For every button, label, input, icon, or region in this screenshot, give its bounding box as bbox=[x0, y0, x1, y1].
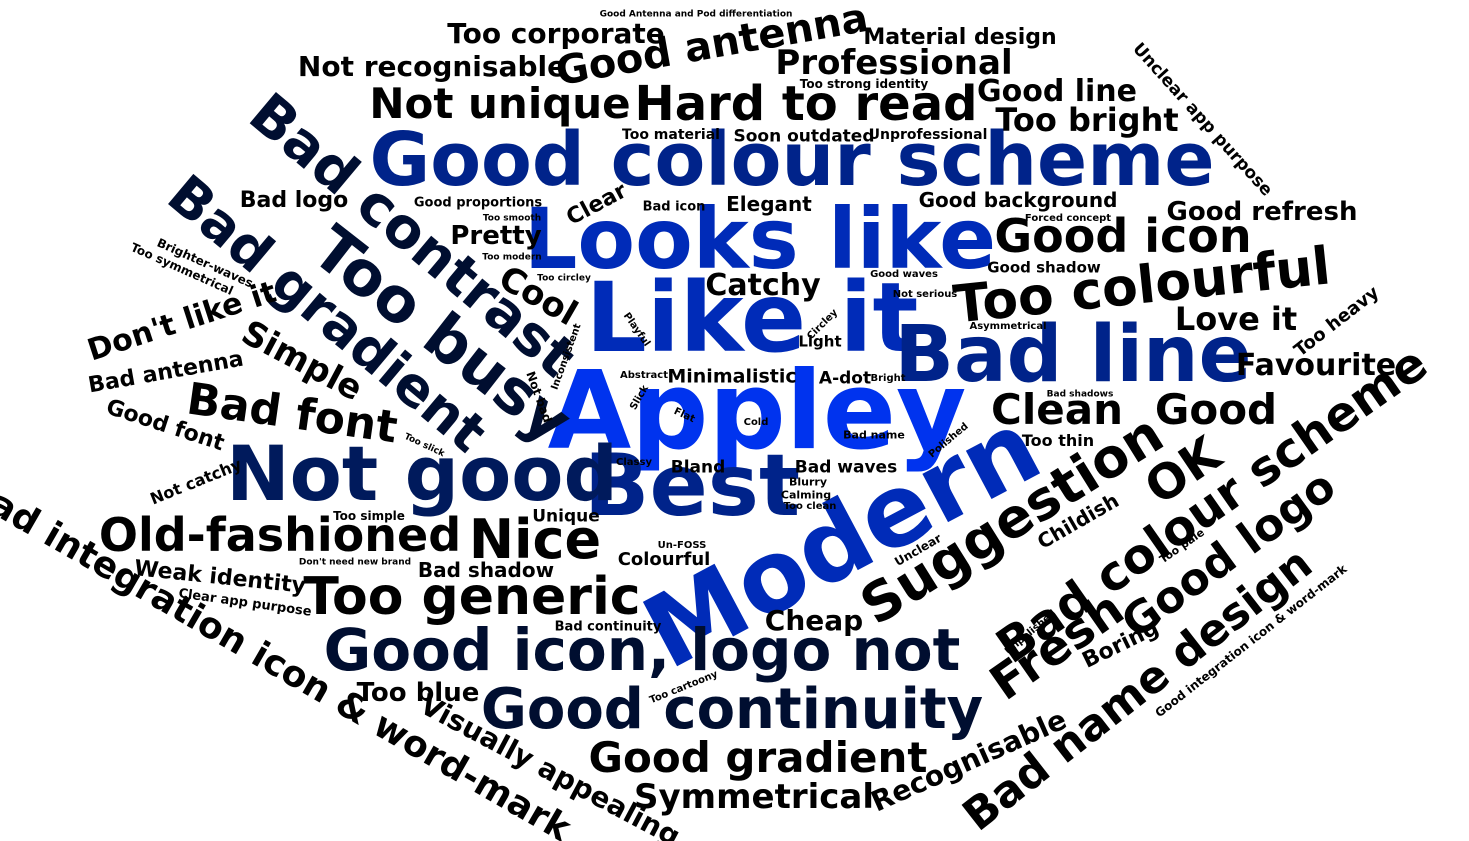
word-too-corporate: Too corporate bbox=[447, 17, 665, 50]
word-good-colour-scheme: Good colour scheme bbox=[369, 117, 1215, 203]
word-love-it: Love it bbox=[1174, 300, 1298, 338]
word-too-thin: Too thin bbox=[1021, 431, 1095, 450]
word-forced-concept: Forced concept bbox=[1024, 213, 1112, 224]
word-bad-waves: Bad waves bbox=[794, 457, 898, 478]
word-good-shadow: Good shadow bbox=[987, 258, 1101, 277]
word-good-icon-logo-not: Good icon, logo not bbox=[323, 616, 961, 684]
word-bad-continuity: Bad continuity bbox=[554, 619, 662, 635]
word-good: Good bbox=[1154, 385, 1278, 434]
word-nice: Nice bbox=[468, 508, 602, 571]
word-soon-outdated: Soon outdated bbox=[733, 126, 875, 147]
word-good-line: Good line bbox=[976, 74, 1138, 109]
word-material-design: Material design bbox=[863, 25, 1057, 50]
word-cold: Cold bbox=[743, 417, 769, 428]
word-good-proportions: Good proportions bbox=[413, 195, 543, 211]
word-symmetrical: Symmetrical bbox=[634, 777, 874, 817]
word-too-simple: Too simple bbox=[333, 509, 405, 523]
word-too-bright: Too bright bbox=[995, 101, 1179, 139]
word-hard-to-read: Hard to read bbox=[634, 76, 978, 132]
word-bad-icon: Bad icon bbox=[642, 199, 706, 215]
word-colourful: Colourful bbox=[617, 549, 711, 570]
word-too-material: Too material bbox=[622, 127, 720, 143]
word-good-continuity: Good continuity bbox=[480, 677, 984, 742]
word-too-modern: Too modern bbox=[482, 252, 542, 263]
word-bad-logo: Bad logo bbox=[239, 188, 349, 213]
word-bad-shadows: Bad shadows bbox=[1046, 389, 1114, 400]
word-asymmetrical: Asymmetrical bbox=[969, 321, 1047, 332]
word-clean: Clean bbox=[991, 385, 1123, 434]
word-too-smooth: Too smooth bbox=[482, 213, 542, 224]
word-not-recognisable: Not recognisable bbox=[297, 50, 567, 83]
word-too-generic: Too generic bbox=[303, 567, 641, 627]
word-bland: Bland bbox=[670, 457, 726, 478]
word-a-dot: A-dot bbox=[818, 368, 872, 389]
word-not-unique: Not unique bbox=[369, 79, 631, 128]
word-blurry: Blurry bbox=[788, 475, 828, 489]
word-bright: Bright bbox=[870, 373, 906, 384]
word-appley: Appley bbox=[547, 349, 967, 474]
word-not-serious: Not serious bbox=[892, 289, 958, 300]
word-too-circley: Too circley bbox=[537, 273, 591, 284]
word-catchy: Catchy bbox=[705, 268, 821, 303]
word-classy: Classy bbox=[616, 457, 652, 468]
word-like-it: Like it bbox=[585, 262, 919, 374]
word-good-icon: Good icon bbox=[994, 209, 1252, 263]
word-bad-shadow: Bad shadow bbox=[417, 558, 555, 582]
word-dont-need-new-brand: Don't need new brand bbox=[298, 557, 412, 568]
word-not-good: Not good bbox=[226, 429, 618, 518]
word-minimalistic: Minimalistic bbox=[667, 365, 797, 388]
word-too-strong-identity: Too strong identity bbox=[799, 77, 929, 91]
word-good-waves: Good waves bbox=[870, 269, 938, 280]
word-too-clean: Too clean bbox=[783, 501, 837, 512]
word-best: Best bbox=[583, 436, 801, 536]
word-abstract: Abstract bbox=[619, 370, 669, 381]
word-favourite: Favourite bbox=[1235, 348, 1397, 383]
word-good-refresh: Good refresh bbox=[1166, 197, 1358, 227]
word-good-antenna-pod: Good Antenna and Pod differentiation bbox=[599, 9, 793, 20]
word-cheap: Cheap bbox=[764, 604, 864, 637]
word-elegant: Elegant bbox=[726, 192, 812, 216]
word-un-foss: Un-FOSS bbox=[657, 540, 707, 551]
word-bad-name: Bad name bbox=[843, 428, 905, 442]
word-good-gradient: Good gradient bbox=[588, 733, 928, 782]
word-professional: Professional bbox=[775, 43, 1013, 83]
word-too-blue: Too blue bbox=[356, 678, 480, 708]
word-looks-like: Looks like bbox=[523, 190, 997, 288]
word-light: Light bbox=[798, 332, 842, 351]
word-good-background: Good background bbox=[918, 188, 1118, 212]
word-unique: Unique bbox=[532, 506, 600, 527]
word-pretty: Pretty bbox=[450, 221, 542, 251]
word-calming: Calming bbox=[780, 488, 832, 502]
word-old-fashioned: Old-fashioned bbox=[98, 508, 462, 562]
word-bad-line: Bad line bbox=[894, 310, 1252, 400]
word-unprofessional: Unprofessional bbox=[868, 127, 988, 143]
